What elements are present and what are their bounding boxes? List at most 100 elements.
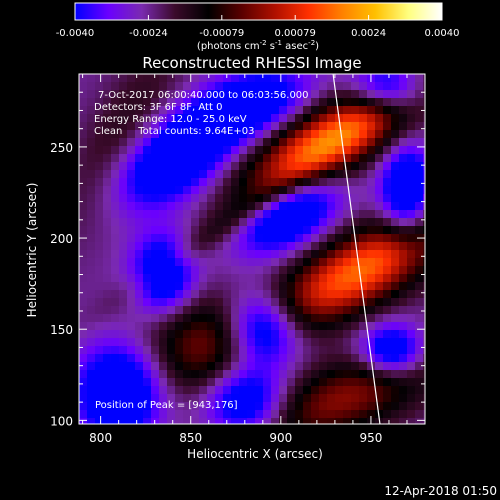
heatmap-cell — [159, 250, 168, 259]
heatmap-cell — [367, 346, 376, 355]
heatmap-cell — [151, 290, 160, 299]
heatmap-cell — [295, 122, 304, 131]
heatmap-cell — [247, 306, 256, 315]
heatmap-cell — [335, 402, 344, 411]
heatmap-cell — [135, 354, 144, 363]
heatmap-cell — [327, 330, 336, 339]
heatmap-cell — [207, 274, 216, 283]
heatmap-cell — [391, 234, 400, 243]
heatmap-cell — [367, 154, 376, 163]
heatmap-cell — [135, 90, 144, 99]
heatmap-cell — [215, 290, 224, 299]
heatmap-cell — [199, 170, 208, 179]
heatmap-cell — [111, 242, 120, 251]
heatmap-cell — [143, 186, 152, 195]
heatmap-cell — [263, 418, 272, 424]
heatmap-cell — [263, 234, 272, 243]
heatmap-cell — [279, 290, 288, 299]
heatmap-cell — [423, 170, 425, 179]
heatmap-cell — [263, 210, 272, 219]
heatmap-cell — [199, 202, 208, 211]
heatmap-cell — [407, 418, 416, 424]
heatmap-cell — [119, 146, 128, 155]
heatmap-cell — [183, 178, 192, 187]
heatmap-cell — [391, 322, 400, 331]
heatmap-cell — [79, 130, 88, 139]
heatmap-cell — [303, 170, 312, 179]
heatmap-cell — [119, 250, 128, 259]
heatmap-cell — [111, 130, 120, 139]
heatmap-cell — [359, 362, 368, 371]
heatmap-cell — [175, 234, 184, 243]
heatmap-cell — [271, 226, 280, 235]
heatmap-cell — [295, 282, 304, 291]
heatmap-cell — [207, 106, 216, 115]
heatmap-cell — [231, 130, 240, 139]
heatmap-cell — [415, 242, 424, 251]
heatmap-cell — [263, 266, 272, 275]
heatmap-cell — [135, 298, 144, 307]
heatmap-cell — [239, 266, 248, 275]
heatmap-cell — [351, 306, 360, 315]
heatmap-cell — [127, 362, 136, 371]
heatmap-cell — [191, 90, 200, 99]
heatmap-cell — [103, 314, 112, 323]
heatmap-cell — [351, 146, 360, 155]
heatmap-cell — [415, 362, 424, 371]
heatmap-cell — [319, 298, 328, 307]
heatmap-cell — [279, 194, 288, 203]
heatmap-cell — [351, 370, 360, 379]
heatmap-cell — [255, 170, 264, 179]
heatmap-cell — [359, 170, 368, 179]
heatmap-cell — [223, 186, 232, 195]
heatmap-cell — [95, 170, 104, 179]
info-energy-range: Energy Range: 12.0 - 25.0 keV — [94, 114, 247, 125]
heatmap-cell — [327, 322, 336, 331]
heatmap-cell — [159, 162, 168, 171]
heatmap-cell — [119, 178, 128, 187]
heatmap-cell — [343, 130, 352, 139]
heatmap-cell — [295, 186, 304, 195]
heatmap-cell — [199, 346, 208, 355]
heatmap-cell — [79, 218, 88, 227]
heatmap-cell — [391, 290, 400, 299]
heatmap-cell — [135, 226, 144, 235]
heatmap-cell — [399, 178, 408, 187]
heatmap-cell — [215, 370, 224, 379]
heatmap-cell — [95, 82, 104, 91]
heatmap-cell — [311, 362, 320, 371]
heatmap-cell — [383, 306, 392, 315]
heatmap-cell — [359, 370, 368, 379]
heatmap-cell — [407, 234, 416, 243]
heatmap-cell — [399, 186, 408, 195]
heatmap-cell — [319, 226, 328, 235]
heatmap-cell — [207, 314, 216, 323]
heatmap-cell — [95, 186, 104, 195]
heatmap-cell — [239, 146, 248, 155]
heatmap-cell — [79, 338, 88, 347]
heatmap-cell — [191, 402, 200, 411]
heatmap-cell — [151, 370, 160, 379]
heatmap-cell — [183, 122, 192, 131]
heatmap-cell — [119, 354, 128, 363]
heatmap-cell — [287, 370, 296, 379]
heatmap-cell — [255, 266, 264, 275]
heatmap-cell — [279, 338, 288, 347]
heatmap-cell — [239, 306, 248, 315]
heatmap-cell — [143, 90, 152, 99]
heatmap-cell — [255, 234, 264, 243]
heatmap-cell — [367, 122, 376, 131]
heatmap-cell — [367, 378, 376, 387]
heatmap-cell — [319, 274, 328, 283]
heatmap-cell — [271, 234, 280, 243]
heatmap-cell — [79, 114, 88, 123]
heatmap-cell — [375, 210, 384, 219]
heatmap-cell — [335, 290, 344, 299]
heatmap-cell — [327, 114, 336, 123]
heatmap-cell — [407, 202, 416, 211]
heatmap-cell — [415, 186, 424, 195]
heatmap-cell — [351, 226, 360, 235]
heatmap-cell — [239, 378, 248, 387]
heatmap-cell — [279, 162, 288, 171]
heatmap-cell — [319, 362, 328, 371]
